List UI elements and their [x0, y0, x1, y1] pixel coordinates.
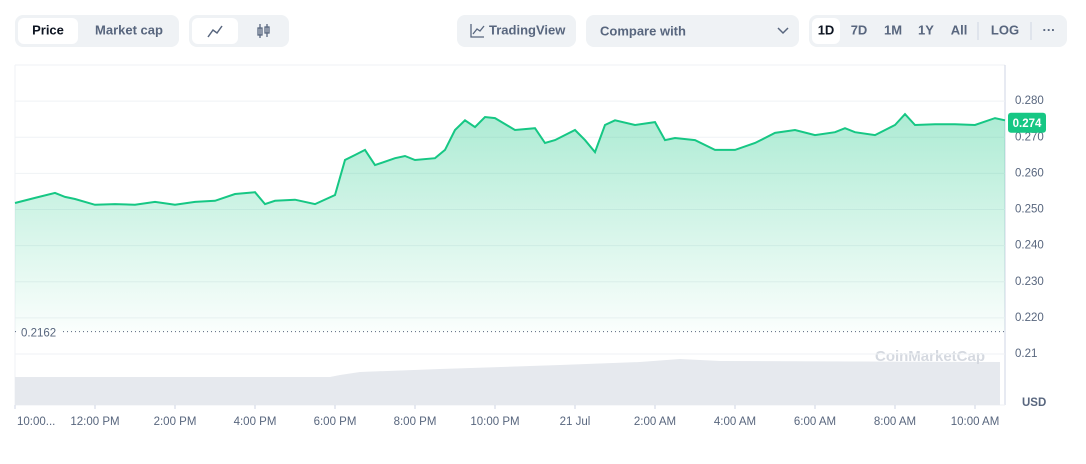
x-tick-label: 2:00 PM	[154, 416, 197, 428]
x-tick-label: 8:00 PM	[394, 416, 437, 428]
y-tick-label: 0.250	[1015, 204, 1044, 216]
more-button[interactable]: ···	[1043, 22, 1056, 37]
y-tick-label: 0.230	[1015, 276, 1044, 288]
range-button[interactable]: 1Y	[918, 22, 934, 37]
x-tick-label: 6:00 PM	[314, 416, 357, 428]
y-tick-label: 0.260	[1015, 167, 1044, 179]
range-button[interactable]: 7D	[851, 22, 868, 37]
price-tag	[1008, 112, 1046, 133]
line-icon	[207, 25, 223, 38]
y-tick-label: 0.220	[1015, 312, 1044, 324]
min-label-bg	[17, 330, 61, 347]
watermark: CoinMarketCap	[875, 348, 985, 365]
x-tick-label: 10:00 PM	[470, 416, 519, 428]
tab-active[interactable]	[18, 18, 78, 44]
tab[interactable]: Price	[32, 22, 64, 37]
dropdown-arrow	[777, 27, 789, 35]
range-group	[809, 15, 1067, 47]
min-label: 0.2162	[21, 328, 56, 340]
range-button[interactable]: 1M	[884, 22, 902, 37]
log-button[interactable]: LOG	[991, 22, 1019, 37]
range-button[interactable]: All	[951, 22, 968, 37]
x-tick-label: 2:00 AM	[634, 416, 676, 428]
y-tick-label: 0.21	[1015, 348, 1037, 360]
range-button[interactable]: 1D	[818, 22, 835, 37]
y-tick-label: 0.280	[1015, 95, 1044, 107]
tv-icon	[470, 24, 484, 38]
x-tick-label: 21 Jul	[560, 416, 591, 428]
x-tick-label: 4:00 AM	[714, 416, 756, 428]
tradingview-button[interactable]	[457, 15, 576, 47]
x-tick-label: 10:00...	[17, 416, 55, 428]
volume-area	[15, 359, 1000, 405]
tab[interactable]: Market cap	[95, 22, 163, 37]
x-tick-label: 4:00 PM	[234, 416, 277, 428]
tradingview-label[interactable]: TradingView	[489, 22, 566, 37]
y-tick-label: 0.270	[1015, 131, 1044, 143]
price-line	[14, 112, 1006, 206]
candle-icon[interactable]	[257, 24, 270, 38]
compare-label[interactable]: Compare with	[600, 23, 686, 38]
x-tick-label: 12:00 PM	[70, 416, 119, 428]
x-tick-label: 8:00 AM	[874, 416, 916, 428]
x-tick-label: 10:00 AM	[951, 416, 1000, 428]
compare-dropdown[interactable]	[586, 15, 799, 47]
y-tick-label: 0.240	[1015, 240, 1044, 252]
x-tick-label: 6:00 AM	[794, 416, 836, 428]
price-tag-label: 0.274	[1013, 118, 1042, 130]
currency-label: USD	[1022, 397, 1046, 409]
tv-icon	[472, 25, 485, 35]
range-active[interactable]	[812, 18, 840, 44]
area-fill	[15, 114, 1005, 332]
